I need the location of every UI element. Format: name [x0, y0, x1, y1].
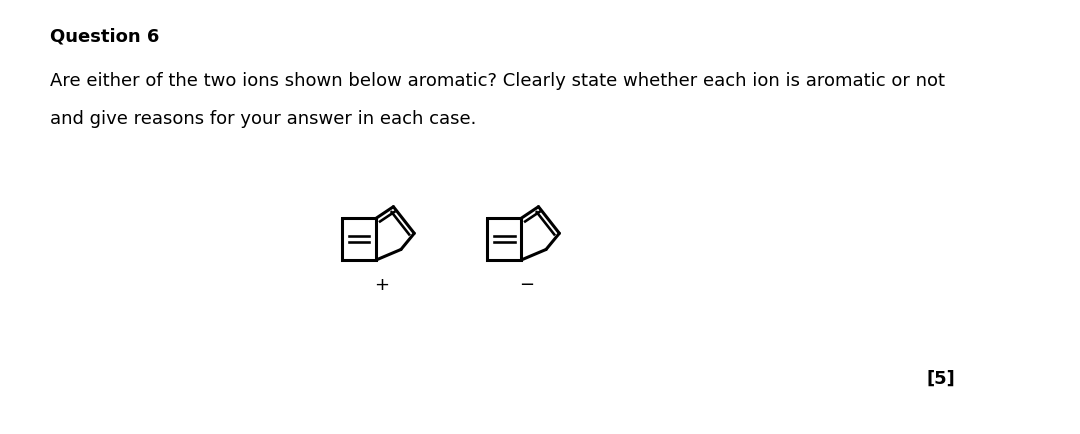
Text: Question 6: Question 6 [50, 28, 159, 46]
Text: +: + [374, 276, 389, 293]
Text: −: − [519, 276, 535, 293]
Text: [5]: [5] [927, 369, 956, 387]
Text: and give reasons for your answer in each case.: and give reasons for your answer in each… [50, 110, 476, 128]
Text: Are either of the two ions shown below aromatic? Clearly state whether each ion : Are either of the two ions shown below a… [50, 72, 945, 90]
